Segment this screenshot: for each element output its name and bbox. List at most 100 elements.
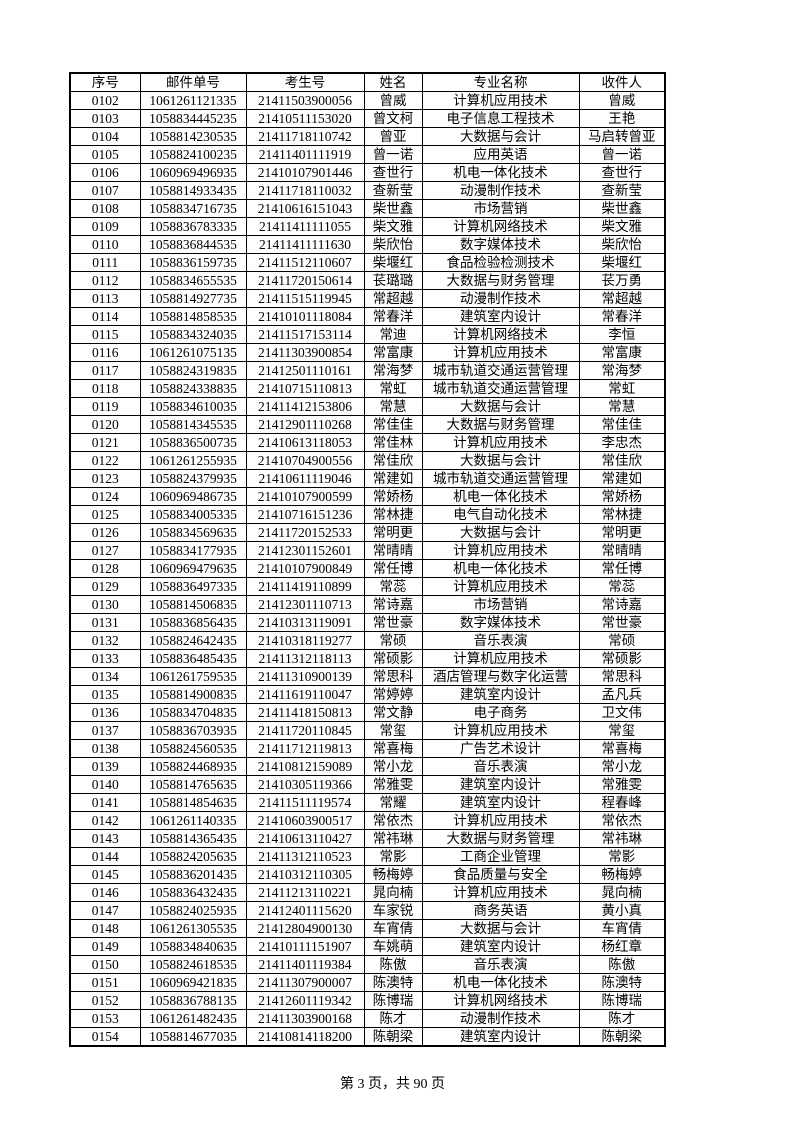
cell-recipient: 常硕	[578, 631, 666, 650]
cell-exam-number: 21410715110813	[245, 379, 365, 398]
cell-name: 常佳林	[363, 433, 423, 452]
cell-name: 陈博瑞	[363, 991, 423, 1010]
cell-mail-number: 1058824205635	[139, 847, 247, 866]
cell-recipient: 常玺	[578, 721, 666, 740]
table-row: 0104 1058814230535 21411718110742 曾亚 大数据与会计马…	[69, 127, 666, 146]
cell-exam-number: 21410611119046	[245, 469, 365, 488]
cell-name: 常世豪	[363, 613, 423, 632]
cell-index: 0126	[69, 523, 141, 542]
cell-name: 车姚萌	[363, 937, 423, 956]
cell-index: 0116	[69, 343, 141, 362]
cell-recipient: 常影	[578, 847, 666, 866]
cell-major: 计算机应用技术	[421, 343, 580, 362]
cell-major: 计算机应用技术	[421, 811, 580, 830]
cell-mail-number: 1061261482435	[139, 1009, 247, 1028]
cell-recipient: 曾一诺	[578, 145, 666, 164]
cell-index: 0118	[69, 379, 141, 398]
cell-recipient: 陈傲	[578, 955, 666, 974]
cell-recipient: 常佳欣	[578, 451, 666, 470]
cell-recipient: 常小龙	[578, 757, 666, 776]
cell-name: 常诗嘉	[363, 595, 423, 614]
cell-mail-number: 1058834177935	[139, 541, 247, 560]
cell-name: 柴世鑫	[363, 199, 423, 218]
cell-recipient: 柴世鑫	[578, 199, 666, 218]
cell-index: 0125	[69, 505, 141, 524]
cell-exam-number: 21410107900849	[245, 559, 365, 578]
cell-exam-number: 21410305119366	[245, 775, 365, 794]
cell-exam-number: 21411411111055	[245, 217, 365, 236]
cell-mail-number: 1058836788135	[139, 991, 247, 1010]
cell-name: 常佳佳	[363, 415, 423, 434]
cell-name: 常任博	[363, 559, 423, 578]
cell-mail-number: 1058834655535	[139, 271, 247, 290]
cell-index: 0152	[69, 991, 141, 1010]
cell-mail-number: 1058836497335	[139, 577, 247, 596]
table-row: 0138 1058824560535 21411712119813 常喜梅 广告艺术设计…	[69, 739, 666, 758]
table-row: 0112 1058834655535 21411720150614 苌璐璐 大数据与财务…	[69, 271, 666, 290]
cell-mail-number: 1060969486735	[139, 487, 247, 506]
cell-major: 城市轨道交通运营管理	[421, 469, 580, 488]
cell-major: 音乐表演	[421, 955, 580, 974]
cell-exam-number: 21411213110221	[245, 883, 365, 902]
cell-recipient: 常蕊	[578, 577, 666, 596]
table-row: 0128 1060969479635 21410107900849 常任博 机电一体化技…	[69, 559, 666, 578]
cell-exam-number: 21411401111919	[245, 145, 365, 164]
table-row: 0139 1058824468935 21410812159089 常小龙 音乐表演 常小…	[69, 757, 666, 776]
cell-mail-number: 1058836485435	[139, 649, 247, 668]
cell-name: 常建如	[363, 469, 423, 488]
cell-index: 0149	[69, 937, 141, 956]
cell-mail-number: 1058814677035	[139, 1027, 247, 1047]
table-row: 0127 1058834177935 21412301152601 常晴晴 计算机应用技…	[69, 541, 666, 560]
cell-recipient: 畅梅婷	[578, 865, 666, 884]
cell-mail-number: 1058836500735	[139, 433, 247, 452]
cell-recipient: 常富康	[578, 343, 666, 362]
cell-index: 0132	[69, 631, 141, 650]
cell-index: 0124	[69, 487, 141, 506]
table-row: 0134 1061261759535 21411310900139 常思科 酒店管理与数…	[69, 667, 666, 686]
cell-exam-number: 21411303900854	[245, 343, 365, 362]
cell-index: 0141	[69, 793, 141, 812]
cell-index: 0115	[69, 325, 141, 344]
cell-recipient: 陈博瑞	[578, 991, 666, 1010]
cell-major: 建筑室内设计	[421, 937, 580, 956]
cell-index: 0146	[69, 883, 141, 902]
cell-recipient: 王艳	[578, 109, 666, 128]
cell-index: 0112	[69, 271, 141, 290]
cell-mail-number: 1058814858535	[139, 307, 247, 326]
cell-recipient: 查世行	[578, 163, 666, 182]
table-row: 0106 1060969496935 21410107901446 查世行 机电一体化技…	[69, 163, 666, 182]
page-number: 第 3 页，共 90 页	[340, 1077, 445, 1092]
cell-name: 曾一诺	[363, 145, 423, 164]
cell-index: 0145	[69, 865, 141, 884]
cell-recipient: 常思科	[578, 667, 666, 686]
cell-mail-number: 1058824468935	[139, 757, 247, 776]
cell-major: 动漫制作技术	[421, 289, 580, 308]
cell-recipient: 查新莹	[578, 181, 666, 200]
table-row: 0121 1058836500735 21410613118053 常佳林 计算机应用技…	[69, 433, 666, 452]
cell-mail-number: 1058834005335	[139, 505, 247, 524]
cell-recipient: 车宵倩	[578, 919, 666, 938]
cell-exam-number: 21411418150813	[245, 703, 365, 722]
cell-index: 0131	[69, 613, 141, 632]
cell-index: 0114	[69, 307, 141, 326]
cell-exam-number: 21410511153020	[245, 109, 365, 128]
cell-exam-number: 21411503900056	[245, 91, 365, 110]
cell-name: 畅梅婷	[363, 865, 423, 884]
cell-exam-number: 21412501110161	[245, 361, 365, 380]
cell-exam-number: 21410107901446	[245, 163, 365, 182]
cell-exam-number: 21412301152601	[245, 541, 365, 560]
cell-major: 城市轨道交通运营管理	[421, 379, 580, 398]
cell-major: 建筑室内设计	[421, 307, 580, 326]
cell-major: 计算机应用技术	[421, 91, 580, 110]
cell-mail-number: 1061261759535	[139, 667, 247, 686]
cell-name: 常文静	[363, 703, 423, 722]
cell-index: 0148	[69, 919, 141, 938]
cell-mail-number: 1061261305535	[139, 919, 247, 938]
cell-name: 常硕影	[363, 649, 423, 668]
cell-index: 0138	[69, 739, 141, 758]
cell-mail-number: 1060969421835	[139, 973, 247, 992]
cell-mail-number: 1058834704835	[139, 703, 247, 722]
table-row: 0140 1058814765635 21410305119366 常雅雯 建筑室内设计…	[69, 775, 666, 794]
cell-name: 常慧	[363, 397, 423, 416]
cell-major: 建筑室内设计	[421, 775, 580, 794]
